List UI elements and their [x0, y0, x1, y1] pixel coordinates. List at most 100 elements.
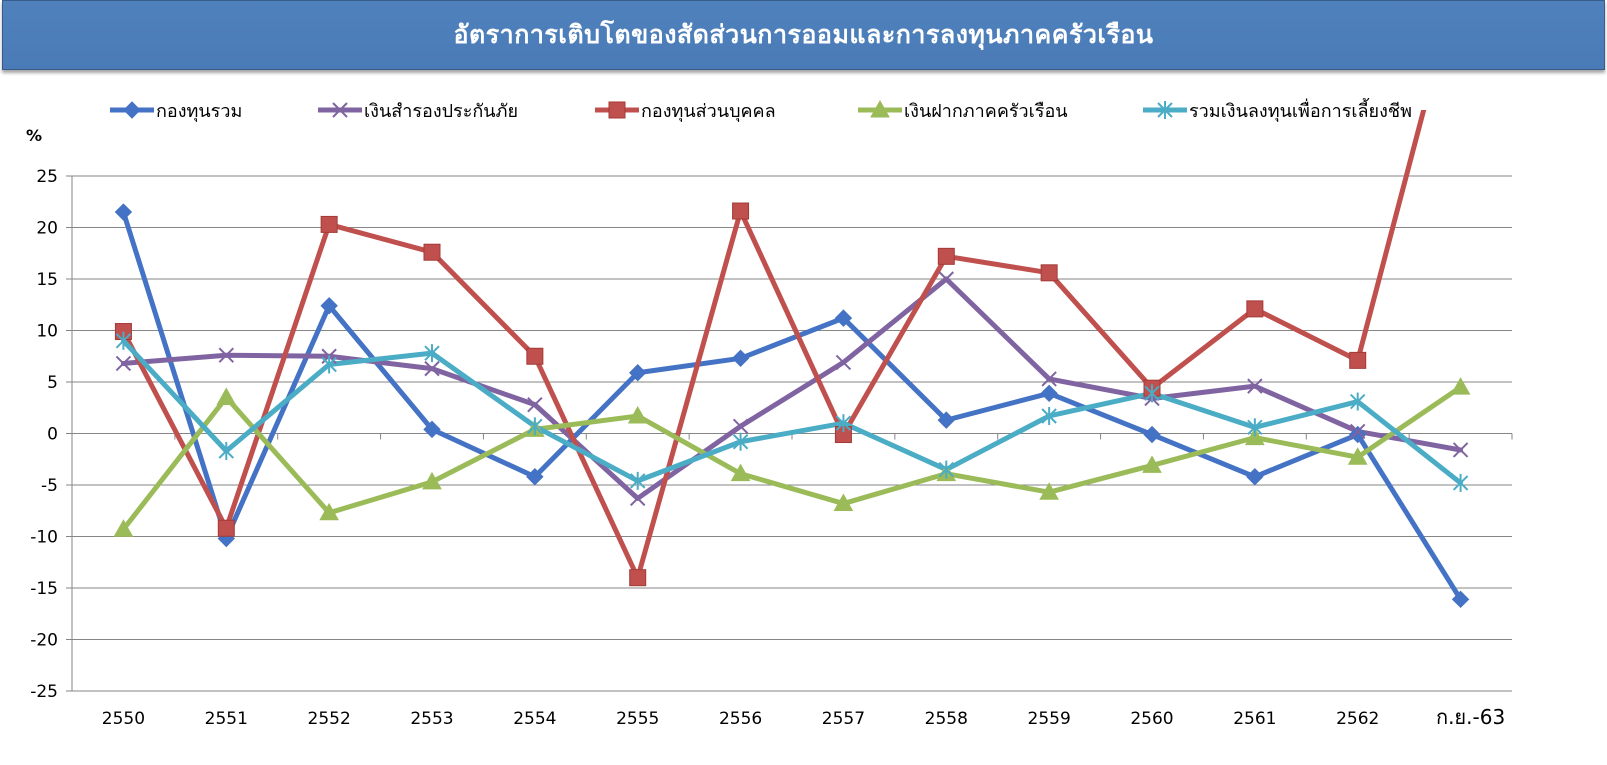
- data-point-x: [218, 347, 234, 363]
- data-point-x: [835, 354, 852, 371]
- data-point-square: [1246, 300, 1264, 318]
- data-point-star: [115, 331, 132, 350]
- legend-label: เงินสำรองประกันภัย: [364, 101, 518, 122]
- y-tick-label: 0: [47, 425, 58, 445]
- data-point-triangle: [1347, 447, 1368, 465]
- data-point-diamond: [834, 309, 853, 327]
- x-tick-label: 2559: [1028, 709, 1071, 729]
- data-point-triangle: [1245, 427, 1265, 446]
- data-point-triangle: [627, 405, 648, 424]
- x-tick-label: 2558: [925, 709, 968, 729]
- markers-group: [113, 202, 1471, 609]
- data-point-square: [732, 202, 750, 220]
- series-line-0: [120, 209, 1464, 602]
- data-point-diamond: [114, 203, 133, 221]
- data-point-triangle: [730, 463, 751, 482]
- data-point-star: [1041, 406, 1057, 425]
- data-point-x: [938, 271, 954, 287]
- chart-title: อัตราการเติบโตของสัดส่วนการออมและการลงทุ…: [453, 20, 1154, 49]
- data-point-square: [608, 101, 626, 119]
- data-point-triangle: [1142, 455, 1162, 473]
- y-tick-label: 25: [36, 167, 58, 187]
- data-point-x: [527, 396, 543, 413]
- legend-item-0: กองทุนรวม: [110, 101, 242, 122]
- data-point-star: [630, 471, 646, 490]
- legend-item-2: กองทุนส่วนบุคคล: [595, 101, 776, 122]
- x-tick-label: 2550: [102, 709, 145, 729]
- data-point-triangle: [422, 471, 442, 490]
- data-point-diamond: [731, 349, 750, 368]
- legend-item-1: เงินสำรองประกันภัย: [318, 101, 518, 122]
- data-point-triangle: [870, 99, 890, 118]
- data-point-diamond: [1451, 590, 1470, 609]
- data-point-x: [332, 102, 348, 118]
- series-line-4: [120, 338, 1464, 486]
- x-tick-label: 2562: [1336, 709, 1379, 729]
- data-point-star: [527, 417, 543, 436]
- data-point-star: [938, 460, 954, 479]
- y-tick-label: -10: [30, 528, 58, 548]
- y-tick-label: 20: [36, 219, 58, 239]
- data-point-diamond: [423, 420, 441, 439]
- data-point-triangle: [319, 502, 339, 521]
- data-point-x-stroke: [938, 271, 954, 287]
- data-point-diamond: [1246, 468, 1264, 486]
- y-tick-label: 15: [36, 270, 58, 290]
- data-point-square: [1040, 264, 1058, 282]
- series-group: [120, 110, 1464, 602]
- legend-item-4: รวมเงินลงทุนเพื่อการเลี้ยงชีพ: [1143, 98, 1412, 122]
- data-point-x: [732, 418, 749, 434]
- data-point-x: [115, 355, 132, 372]
- data-point-x-stroke: [630, 490, 646, 507]
- x-tick-label: ก.ย.-63: [1436, 705, 1505, 729]
- y-tick-label: -5: [41, 476, 58, 496]
- series-line-3: [120, 384, 1464, 532]
- data-point-square: [526, 347, 544, 365]
- data-point-x: [1350, 423, 1366, 440]
- data-point-diamond: [629, 364, 647, 382]
- y-tick-label: 5: [47, 373, 58, 393]
- data-point-star: [1247, 418, 1263, 437]
- data-point-x-stroke: [527, 396, 543, 413]
- x-tick-label: 2554: [513, 709, 556, 729]
- data-point-star: [218, 442, 234, 461]
- data-point-star: [1144, 384, 1160, 403]
- data-point-x-stroke: [1247, 378, 1263, 394]
- data-point-x: [1041, 371, 1057, 387]
- data-point-x-stroke: [1350, 423, 1366, 440]
- data-point-diamond: [526, 468, 544, 486]
- data-point-x: [1452, 442, 1469, 458]
- y-tick-label: 10: [36, 322, 58, 342]
- data-point-diamond: [937, 411, 955, 429]
- data-point-diamond: [1143, 425, 1161, 444]
- data-point-star: [835, 414, 852, 433]
- data-point-square: [937, 247, 955, 265]
- y-tick-label: -20: [30, 631, 58, 651]
- data-point-square: [217, 519, 235, 537]
- data-point-x-stroke: [835, 354, 852, 371]
- x-tick-label: 2557: [822, 709, 865, 729]
- data-point-star: [424, 344, 440, 363]
- x-tick-label: 2561: [1233, 709, 1276, 729]
- y-unit-label: %: [26, 126, 42, 145]
- data-point-diamond: [320, 297, 338, 315]
- data-point-square: [1349, 351, 1367, 369]
- x-tick-label: 2551: [205, 709, 248, 729]
- data-point-x-stroke: [332, 102, 348, 118]
- data-point-x-stroke: [1452, 442, 1469, 458]
- data-point-star: [1350, 392, 1366, 411]
- data-point-star: [1157, 101, 1173, 119]
- data-point-triangle: [216, 387, 237, 405]
- data-point-x-stroke: [1041, 371, 1057, 387]
- data-point-x: [630, 490, 646, 507]
- axes: 25 20 15 10 5 0 -5 -10 -15 -20 -25 2550 2551 2552 2553…: [30, 167, 1513, 729]
- y-tick-label: -15: [30, 579, 58, 599]
- data-point-triangle: [113, 519, 134, 537]
- data-point-star: [321, 355, 337, 374]
- data-point-square: [320, 215, 338, 233]
- data-point-triangle: [1450, 377, 1471, 395]
- series-line-1: [120, 276, 1464, 501]
- legend-label: เงินฝากภาคครัวเรือน: [904, 101, 1068, 122]
- data-point-star: [1452, 473, 1469, 492]
